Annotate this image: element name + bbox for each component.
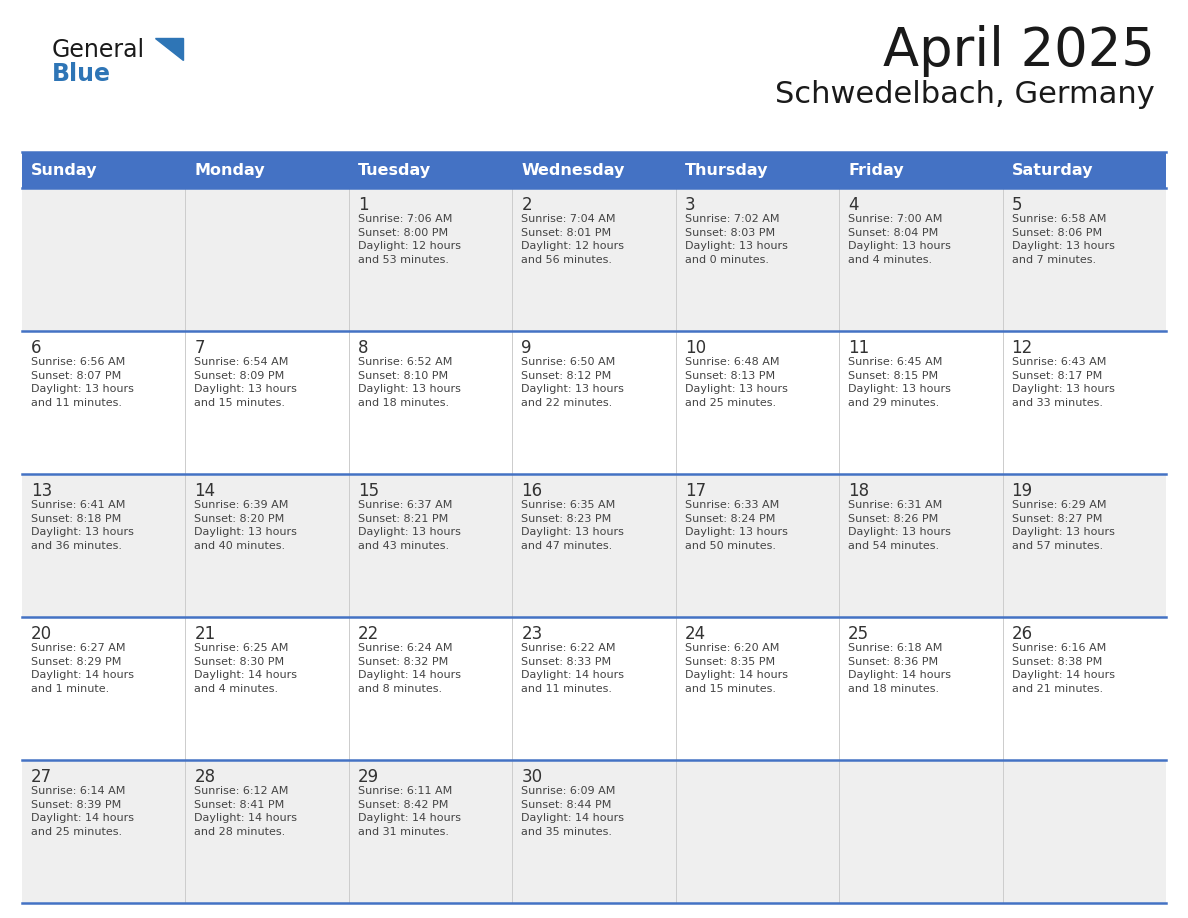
Text: Tuesday: Tuesday (358, 162, 431, 177)
Text: Sunrise: 6:16 AM
Sunset: 8:38 PM
Daylight: 14 hours
and 21 minutes.: Sunrise: 6:16 AM Sunset: 8:38 PM Dayligh… (1011, 643, 1114, 694)
Bar (23, 617, 1165, 760)
Polygon shape (154, 38, 183, 60)
Text: 28: 28 (195, 768, 215, 786)
Text: Sunrise: 6:31 AM
Sunset: 8:26 PM
Daylight: 13 hours
and 54 minutes.: Sunrise: 6:31 AM Sunset: 8:26 PM Dayligh… (848, 500, 952, 551)
Text: 24: 24 (684, 625, 706, 643)
Text: 11: 11 (848, 339, 870, 357)
Text: Sunrise: 6:14 AM
Sunset: 8:39 PM
Daylight: 14 hours
and 25 minutes.: Sunrise: 6:14 AM Sunset: 8:39 PM Dayligh… (31, 786, 134, 837)
Text: Friday: Friday (848, 162, 904, 177)
Text: Sunday: Sunday (31, 162, 97, 177)
Text: Sunrise: 6:25 AM
Sunset: 8:30 PM
Daylight: 14 hours
and 4 minutes.: Sunrise: 6:25 AM Sunset: 8:30 PM Dayligh… (195, 643, 297, 694)
Text: 17: 17 (684, 482, 706, 500)
Text: Sunrise: 6:35 AM
Sunset: 8:23 PM
Daylight: 13 hours
and 47 minutes.: Sunrise: 6:35 AM Sunset: 8:23 PM Dayligh… (522, 500, 624, 551)
Text: Sunrise: 7:06 AM
Sunset: 8:00 PM
Daylight: 12 hours
and 53 minutes.: Sunrise: 7:06 AM Sunset: 8:00 PM Dayligh… (358, 214, 461, 264)
Text: 26: 26 (1011, 625, 1032, 643)
Text: 23: 23 (522, 625, 543, 643)
Text: General: General (52, 38, 145, 62)
Text: Sunrise: 6:33 AM
Sunset: 8:24 PM
Daylight: 13 hours
and 50 minutes.: Sunrise: 6:33 AM Sunset: 8:24 PM Dayligh… (684, 500, 788, 551)
Text: 6: 6 (31, 339, 42, 357)
Text: Sunrise: 7:02 AM
Sunset: 8:03 PM
Daylight: 13 hours
and 0 minutes.: Sunrise: 7:02 AM Sunset: 8:03 PM Dayligh… (684, 214, 788, 264)
Text: Blue: Blue (52, 62, 110, 86)
Text: Thursday: Thursday (684, 162, 769, 177)
Text: Sunrise: 6:11 AM
Sunset: 8:42 PM
Daylight: 14 hours
and 31 minutes.: Sunrise: 6:11 AM Sunset: 8:42 PM Dayligh… (358, 786, 461, 837)
Text: 21: 21 (195, 625, 216, 643)
Text: Sunrise: 6:45 AM
Sunset: 8:15 PM
Daylight: 13 hours
and 29 minutes.: Sunrise: 6:45 AM Sunset: 8:15 PM Dayligh… (848, 357, 952, 408)
Text: 10: 10 (684, 339, 706, 357)
Text: 13: 13 (31, 482, 52, 500)
Text: 25: 25 (848, 625, 870, 643)
Text: 22: 22 (358, 625, 379, 643)
Text: Sunrise: 6:56 AM
Sunset: 8:07 PM
Daylight: 13 hours
and 11 minutes.: Sunrise: 6:56 AM Sunset: 8:07 PM Dayligh… (31, 357, 134, 408)
Text: 9: 9 (522, 339, 532, 357)
Text: April 2025: April 2025 (883, 25, 1155, 77)
Text: Sunrise: 6:20 AM
Sunset: 8:35 PM
Daylight: 14 hours
and 15 minutes.: Sunrise: 6:20 AM Sunset: 8:35 PM Dayligh… (684, 643, 788, 694)
Text: 2: 2 (522, 196, 532, 214)
Text: Sunrise: 6:37 AM
Sunset: 8:21 PM
Daylight: 13 hours
and 43 minutes.: Sunrise: 6:37 AM Sunset: 8:21 PM Dayligh… (358, 500, 461, 551)
Text: Sunrise: 6:48 AM
Sunset: 8:13 PM
Daylight: 13 hours
and 25 minutes.: Sunrise: 6:48 AM Sunset: 8:13 PM Dayligh… (684, 357, 788, 408)
Text: 27: 27 (31, 768, 52, 786)
Bar (23, 760, 1165, 903)
Text: 14: 14 (195, 482, 215, 500)
Text: Monday: Monday (195, 162, 265, 177)
Text: 8: 8 (358, 339, 368, 357)
Text: Sunrise: 6:29 AM
Sunset: 8:27 PM
Daylight: 13 hours
and 57 minutes.: Sunrise: 6:29 AM Sunset: 8:27 PM Dayligh… (1011, 500, 1114, 551)
Text: Sunrise: 6:09 AM
Sunset: 8:44 PM
Daylight: 14 hours
and 35 minutes.: Sunrise: 6:09 AM Sunset: 8:44 PM Dayligh… (522, 786, 624, 837)
Text: Wednesday: Wednesday (522, 162, 625, 177)
Text: 12: 12 (1011, 339, 1032, 357)
Text: Sunrise: 7:00 AM
Sunset: 8:04 PM
Daylight: 13 hours
and 4 minutes.: Sunrise: 7:00 AM Sunset: 8:04 PM Dayligh… (848, 214, 952, 264)
Text: 3: 3 (684, 196, 695, 214)
Text: 30: 30 (522, 768, 543, 786)
Bar (23, 188, 1165, 331)
Text: Sunrise: 6:24 AM
Sunset: 8:32 PM
Daylight: 14 hours
and 8 minutes.: Sunrise: 6:24 AM Sunset: 8:32 PM Dayligh… (358, 643, 461, 694)
Text: Sunrise: 6:54 AM
Sunset: 8:09 PM
Daylight: 13 hours
and 15 minutes.: Sunrise: 6:54 AM Sunset: 8:09 PM Dayligh… (195, 357, 297, 408)
Text: Sunrise: 6:12 AM
Sunset: 8:41 PM
Daylight: 14 hours
and 28 minutes.: Sunrise: 6:12 AM Sunset: 8:41 PM Dayligh… (195, 786, 297, 837)
Text: 19: 19 (1011, 482, 1032, 500)
Text: Sunrise: 6:52 AM
Sunset: 8:10 PM
Daylight: 13 hours
and 18 minutes.: Sunrise: 6:52 AM Sunset: 8:10 PM Dayligh… (358, 357, 461, 408)
Text: Sunrise: 6:22 AM
Sunset: 8:33 PM
Daylight: 14 hours
and 11 minutes.: Sunrise: 6:22 AM Sunset: 8:33 PM Dayligh… (522, 643, 624, 694)
Text: Sunrise: 6:50 AM
Sunset: 8:12 PM
Daylight: 13 hours
and 22 minutes.: Sunrise: 6:50 AM Sunset: 8:12 PM Dayligh… (522, 357, 624, 408)
Text: 18: 18 (848, 482, 870, 500)
Text: 15: 15 (358, 482, 379, 500)
Text: 20: 20 (31, 625, 52, 643)
Text: 29: 29 (358, 768, 379, 786)
Text: Sunrise: 6:27 AM
Sunset: 8:29 PM
Daylight: 14 hours
and 1 minute.: Sunrise: 6:27 AM Sunset: 8:29 PM Dayligh… (31, 643, 134, 694)
Text: Schwedelbach, Germany: Schwedelbach, Germany (776, 80, 1155, 109)
Text: Sunrise: 7:04 AM
Sunset: 8:01 PM
Daylight: 12 hours
and 56 minutes.: Sunrise: 7:04 AM Sunset: 8:01 PM Dayligh… (522, 214, 624, 264)
Bar (23, 331, 1165, 474)
Text: Sunrise: 6:39 AM
Sunset: 8:20 PM
Daylight: 13 hours
and 40 minutes.: Sunrise: 6:39 AM Sunset: 8:20 PM Dayligh… (195, 500, 297, 551)
Text: 1: 1 (358, 196, 368, 214)
Text: Saturday: Saturday (1011, 162, 1093, 177)
Text: Sunrise: 6:41 AM
Sunset: 8:18 PM
Daylight: 13 hours
and 36 minutes.: Sunrise: 6:41 AM Sunset: 8:18 PM Dayligh… (31, 500, 134, 551)
Text: 7: 7 (195, 339, 204, 357)
Text: Sunrise: 6:58 AM
Sunset: 8:06 PM
Daylight: 13 hours
and 7 minutes.: Sunrise: 6:58 AM Sunset: 8:06 PM Dayligh… (1011, 214, 1114, 264)
Text: 5: 5 (1011, 196, 1022, 214)
Bar (23, 152, 1165, 188)
Text: 4: 4 (848, 196, 859, 214)
Bar (23, 474, 1165, 617)
Text: 16: 16 (522, 482, 543, 500)
Text: Sunrise: 6:18 AM
Sunset: 8:36 PM
Daylight: 14 hours
and 18 minutes.: Sunrise: 6:18 AM Sunset: 8:36 PM Dayligh… (848, 643, 952, 694)
Text: Sunrise: 6:43 AM
Sunset: 8:17 PM
Daylight: 13 hours
and 33 minutes.: Sunrise: 6:43 AM Sunset: 8:17 PM Dayligh… (1011, 357, 1114, 408)
